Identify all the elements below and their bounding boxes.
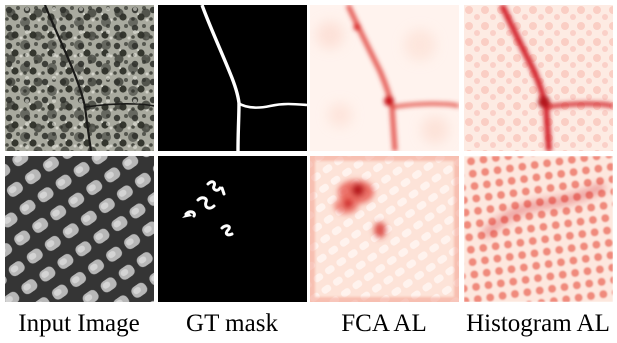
input-image-mesh <box>5 156 154 302</box>
gt-mask-defects <box>158 156 307 302</box>
caption-histogram-al: Histogram AL <box>466 310 610 337</box>
caption-input-image: Input Image <box>18 310 140 337</box>
figure-grid <box>5 5 613 302</box>
histogram-al-crack <box>464 5 613 151</box>
caption-fca-al: FCA AL <box>341 310 427 337</box>
input-image-stone <box>5 5 154 151</box>
caption-row: Input Image GT mask FCA AL Histogram AL <box>0 309 617 343</box>
histogram-al-defects <box>464 156 613 302</box>
fca-al-defects <box>310 156 459 302</box>
gt-mask-crack <box>158 5 307 151</box>
caption-gt-mask: GT mask <box>186 310 278 337</box>
fca-al-crack <box>310 5 459 151</box>
